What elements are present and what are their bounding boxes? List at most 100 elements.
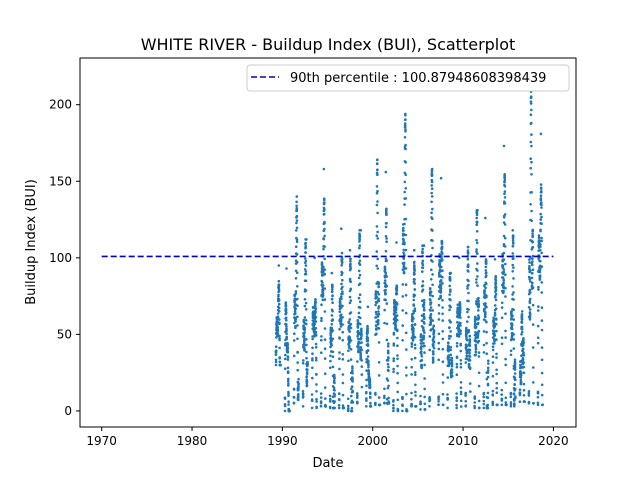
data-point xyxy=(286,355,290,359)
data-point xyxy=(536,336,540,340)
data-point xyxy=(503,178,507,182)
data-point xyxy=(536,395,540,399)
data-point xyxy=(475,241,479,245)
data-point xyxy=(286,350,290,354)
data-point xyxy=(295,240,299,243)
data-point xyxy=(365,369,368,372)
data-point xyxy=(430,173,434,176)
data-point xyxy=(458,313,462,317)
data-point xyxy=(385,237,388,240)
data-point xyxy=(539,132,543,136)
data-point xyxy=(332,386,336,390)
data-point xyxy=(491,355,495,359)
data-point xyxy=(338,299,342,303)
data-point xyxy=(428,287,432,290)
data-point xyxy=(401,409,404,413)
data-point xyxy=(485,274,488,278)
data-point xyxy=(375,295,378,299)
data-point xyxy=(486,391,490,395)
data-point xyxy=(314,320,318,323)
data-point xyxy=(366,343,370,347)
data-point xyxy=(383,266,387,270)
data-point xyxy=(530,281,534,285)
data-point xyxy=(440,265,443,269)
data-point xyxy=(511,238,515,242)
data-point xyxy=(474,340,478,343)
data-point xyxy=(504,381,508,385)
data-point xyxy=(503,213,507,216)
data-point xyxy=(292,402,296,405)
data-point xyxy=(383,402,386,405)
data-point xyxy=(531,263,534,267)
data-point xyxy=(410,342,414,346)
data-point xyxy=(423,408,427,411)
data-point xyxy=(411,320,414,323)
data-point xyxy=(441,269,444,273)
data-point xyxy=(287,377,290,381)
data-point xyxy=(287,394,290,398)
data-point xyxy=(541,403,544,407)
data-point xyxy=(404,130,407,133)
data-point xyxy=(419,402,422,405)
data-point xyxy=(313,323,317,326)
data-point xyxy=(323,245,326,248)
data-point xyxy=(510,327,514,331)
data-point xyxy=(509,391,513,395)
data-point xyxy=(387,384,390,388)
data-point xyxy=(402,238,405,241)
data-point xyxy=(495,368,498,372)
data-point xyxy=(360,385,364,389)
data-point xyxy=(360,365,364,368)
data-point xyxy=(522,365,526,369)
data-point xyxy=(395,241,398,244)
data-point xyxy=(512,266,515,269)
data-point xyxy=(349,348,353,351)
data-point xyxy=(492,318,496,321)
data-point xyxy=(500,316,504,320)
data-point xyxy=(476,209,479,212)
data-point xyxy=(277,279,281,283)
data-point xyxy=(532,366,535,369)
data-point xyxy=(491,389,495,393)
data-point xyxy=(320,262,324,266)
data-point xyxy=(511,245,515,248)
data-point xyxy=(511,323,514,326)
data-point xyxy=(341,278,344,282)
data-point xyxy=(294,245,298,248)
data-point xyxy=(293,312,297,316)
data-point xyxy=(394,325,398,329)
data-point xyxy=(277,283,281,287)
data-point xyxy=(455,344,459,348)
data-point xyxy=(518,393,522,397)
data-point xyxy=(437,403,440,407)
data-point xyxy=(540,371,544,375)
data-point xyxy=(369,405,373,408)
data-point xyxy=(303,316,307,319)
data-point xyxy=(511,252,515,255)
data-point xyxy=(387,351,390,355)
data-point xyxy=(448,284,452,288)
data-point xyxy=(441,306,444,309)
data-point xyxy=(423,395,427,399)
data-point xyxy=(475,250,478,253)
data-point xyxy=(486,403,490,407)
data-point xyxy=(297,382,300,385)
data-point xyxy=(540,236,543,240)
data-point xyxy=(394,308,398,312)
data-point xyxy=(466,251,470,255)
data-point xyxy=(396,409,400,413)
data-point xyxy=(340,227,343,230)
data-point xyxy=(323,201,326,204)
data-point xyxy=(383,396,386,400)
data-point xyxy=(377,318,380,322)
data-point xyxy=(292,388,296,391)
data-point xyxy=(350,385,354,388)
data-point xyxy=(360,332,363,336)
data-point xyxy=(519,380,523,384)
data-point xyxy=(447,355,451,359)
data-point xyxy=(468,340,472,343)
data-point xyxy=(423,308,426,312)
data-point xyxy=(392,333,396,336)
data-point xyxy=(303,326,307,330)
data-point xyxy=(294,325,297,329)
